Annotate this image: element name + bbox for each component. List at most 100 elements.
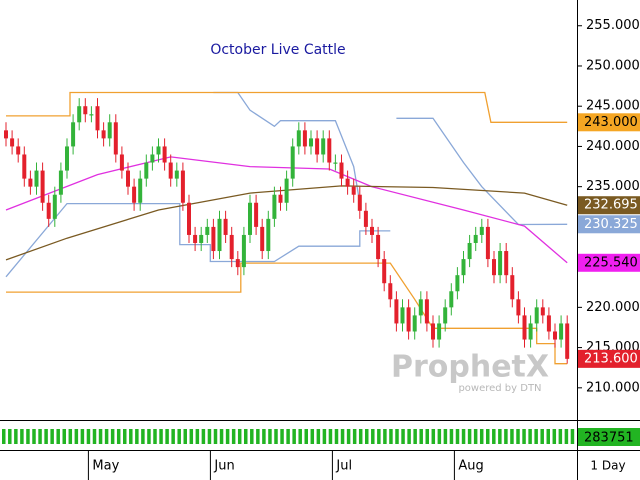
candle-body	[351, 186, 356, 195]
candle-body	[10, 138, 15, 147]
volume-label-box	[578, 428, 640, 446]
volume-bar	[2, 429, 6, 444]
volume-bar	[32, 429, 36, 444]
volume-bar	[207, 429, 212, 444]
candle-body	[16, 146, 21, 155]
candle-body	[156, 146, 161, 155]
candle-body	[455, 275, 460, 292]
candle-body	[217, 218, 222, 252]
y-tick-label: 235.000	[586, 179, 640, 194]
candle-body	[34, 170, 39, 187]
volume-bar	[219, 429, 224, 444]
price-label: 232.695	[584, 198, 638, 213]
volume-bar	[455, 429, 460, 444]
volume-bar	[431, 429, 436, 444]
candle-body	[302, 130, 307, 147]
volume-bar	[334, 429, 339, 444]
candle-body	[412, 315, 417, 332]
candle-body	[418, 299, 423, 316]
candle-body	[162, 146, 167, 163]
volume-bar	[104, 429, 109, 444]
volume-bar	[256, 429, 260, 444]
candle-body	[400, 307, 405, 324]
candle-body	[559, 323, 564, 340]
volume-bar	[110, 429, 115, 444]
volume-bar	[201, 429, 206, 444]
candle-body	[28, 178, 33, 187]
volume-bar	[540, 429, 544, 444]
x-tick-label: Jul	[335, 459, 352, 474]
candle-body	[89, 114, 94, 116]
volume-bar	[298, 429, 302, 444]
candle-body	[83, 106, 88, 115]
candle-body	[394, 299, 399, 324]
price-label-box	[578, 113, 640, 132]
volume-bar	[395, 429, 399, 444]
volume-bar	[177, 429, 181, 444]
volume-bar	[159, 429, 163, 444]
candle-body	[46, 202, 51, 219]
candle-body	[235, 259, 240, 268]
x-tick-label: Jun	[213, 459, 234, 474]
volume-bar	[322, 429, 327, 444]
candle-body	[40, 170, 45, 203]
volume-bar	[250, 429, 254, 444]
volume-bar	[377, 429, 381, 444]
price-label: 230.325	[584, 217, 638, 232]
volume-bar	[86, 429, 91, 444]
volume-bar	[492, 429, 496, 444]
volume-bar	[135, 429, 139, 444]
volume-bar	[286, 429, 290, 444]
candle-body	[498, 251, 503, 276]
candle-body	[431, 323, 435, 340]
candle-body	[65, 146, 69, 171]
volume-bar	[147, 429, 151, 444]
candle-body	[138, 178, 143, 203]
candle-body	[492, 259, 496, 276]
volume-bar	[346, 429, 351, 444]
volume-bar	[92, 429, 97, 444]
volume-bar	[183, 429, 187, 444]
volume-bar	[244, 429, 248, 444]
volume-bar	[467, 429, 472, 444]
candle-body	[333, 162, 338, 164]
volume-bar	[516, 429, 520, 444]
volume-panel: 283751	[2, 428, 640, 446]
candle-body	[278, 194, 283, 203]
volume-bar	[352, 429, 357, 444]
x-tick-label: Aug	[458, 459, 483, 474]
volume-bar	[479, 429, 484, 444]
candle-body	[339, 162, 344, 179]
candle-body	[406, 307, 411, 332]
candle-body	[260, 226, 265, 252]
candle-body	[229, 234, 234, 260]
volume-bar	[407, 429, 411, 444]
candle-body	[479, 226, 484, 235]
volume-bar	[14, 429, 18, 444]
price-label: 225.540	[584, 255, 638, 270]
volume-label: 283751	[584, 431, 634, 446]
volume-bar	[50, 429, 54, 444]
candle-body	[71, 122, 76, 147]
volume-bar	[552, 429, 557, 444]
candle-body	[565, 323, 570, 359]
candle-body	[199, 234, 204, 243]
overlay-line	[5, 185, 568, 261]
volume-bar	[522, 429, 526, 444]
y-tick-label: 245.000	[586, 99, 640, 114]
volume-bar	[316, 429, 321, 444]
candle-body	[510, 275, 515, 300]
volume-bar	[189, 429, 194, 444]
volume-bar	[564, 429, 569, 444]
candle-body	[327, 138, 332, 163]
volume-bar	[546, 429, 550, 444]
volume-bar	[419, 429, 423, 444]
price-label-box	[578, 349, 640, 368]
overlay-line	[396, 117, 568, 226]
volume-bar	[38, 429, 42, 444]
candle-body	[485, 226, 490, 260]
candle-body	[437, 323, 442, 340]
price-label-box	[578, 215, 640, 234]
volume-bar	[510, 429, 514, 444]
